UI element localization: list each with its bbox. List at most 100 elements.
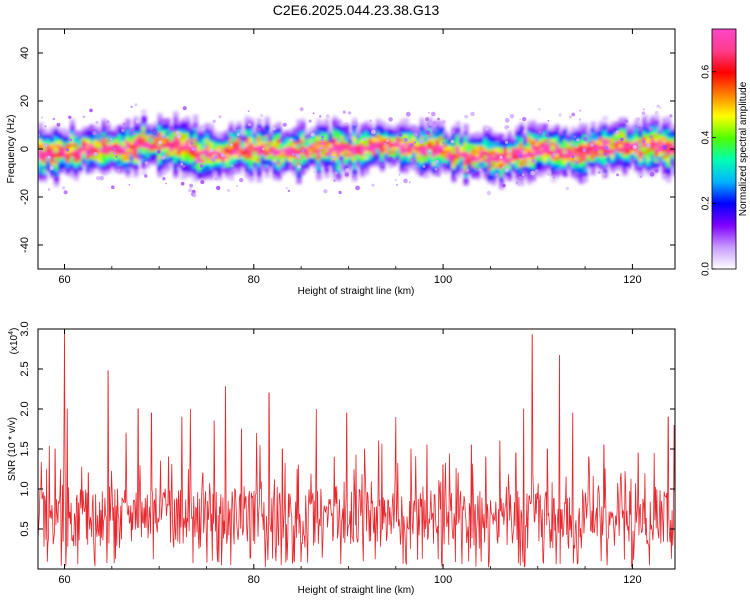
spectrogram-cell — [574, 127, 580, 131]
spectrogram-speckle — [282, 122, 287, 127]
spectrogram-cell — [415, 140, 421, 144]
spectrogram-cell — [499, 136, 505, 140]
spectrogram-cell — [503, 144, 509, 148]
spectrogram-cell — [316, 124, 322, 128]
spectrogram-cell — [610, 135, 616, 139]
spectrogram-cell — [93, 135, 99, 140]
spectrogram-cell — [550, 136, 556, 140]
spectrogram-cell — [296, 119, 302, 123]
spectrogram-cell — [451, 126, 457, 130]
spectrogram-cell — [403, 123, 409, 127]
spectrogram-cell — [578, 170, 584, 174]
spectrogram-cell — [228, 121, 234, 125]
spectrogram-cell — [499, 186, 505, 190]
spectrogram-cell — [387, 145, 393, 150]
spectrogram-cell — [141, 136, 147, 141]
spectrogram-cell — [439, 149, 445, 154]
spectrogram-cell — [216, 145, 223, 149]
spectrogram-cell — [292, 172, 298, 176]
spectrogram-cell — [638, 165, 644, 169]
spectrogram-cell — [666, 166, 672, 170]
spectrogram-cell — [336, 148, 342, 153]
spectrogram-cell — [435, 144, 441, 148]
spectrogram-cell — [523, 176, 529, 180]
spectrogram-cell — [113, 145, 119, 149]
spectrogram-cell — [654, 116, 660, 121]
spectrogram-cell — [352, 120, 358, 124]
spectrogram-cell — [364, 137, 370, 141]
spectrogram-speckle — [569, 115, 572, 119]
spectrogram-cell — [646, 132, 652, 137]
spectrogram-cell — [296, 180, 302, 184]
spectrogram-cell — [463, 182, 469, 186]
spectrogram-cell — [344, 158, 350, 162]
spectrogram-cell — [471, 159, 477, 163]
spectrogram-speckle — [425, 130, 431, 135]
spectrogram-speckle — [442, 141, 445, 144]
spectrogram-cell — [336, 119, 342, 123]
spectrogram-cell — [622, 170, 628, 174]
spectrogram-cell — [375, 163, 382, 168]
spectrogram-cell — [511, 162, 517, 167]
spectrogram-speckle — [199, 164, 204, 168]
spectrogram-cell — [153, 139, 159, 143]
spectrogram-cell — [403, 117, 409, 122]
spectrogram-cell — [236, 139, 242, 143]
spectrogram-x-tick-label: 60 — [58, 274, 70, 286]
spectrogram-cell — [137, 142, 143, 146]
spectrogram-cell — [511, 152, 517, 156]
spectrogram-cell — [455, 126, 461, 131]
spectrogram-cell — [109, 143, 115, 148]
spectrogram-cell — [288, 169, 294, 173]
spectrogram-cell — [423, 166, 429, 170]
spectrogram-cell — [375, 145, 382, 149]
spectrogram-cell — [642, 136, 648, 140]
spectrogram-cell — [578, 180, 584, 184]
spectrogram-cell — [125, 132, 131, 136]
spectrogram-cell — [538, 168, 545, 172]
spectrogram-cell — [324, 137, 330, 141]
spectrogram-cell — [113, 161, 119, 165]
spectrogram-cell — [109, 157, 115, 161]
spectrogram-cell — [296, 145, 302, 150]
spectrogram-cell — [574, 130, 580, 134]
spectrogram-cell — [193, 175, 199, 179]
spectrogram-cell — [157, 134, 163, 138]
spectrogram-cell — [173, 169, 179, 174]
spectrogram-speckle — [121, 128, 125, 133]
spectrogram-cell — [527, 136, 533, 140]
spectrogram-cell — [308, 135, 314, 140]
spectrogram-cell — [340, 146, 346, 151]
spectrogram-cell — [542, 147, 549, 151]
spectrogram-cell — [296, 130, 302, 134]
spectrogram-cell — [375, 148, 382, 152]
spectrogram-cell — [57, 146, 64, 150]
spectrogram-cell — [272, 171, 278, 176]
spectrogram-cell — [383, 152, 390, 156]
spectrogram-cell — [360, 173, 366, 178]
spectrogram-cell — [348, 148, 354, 153]
spectrogram-cell — [340, 159, 346, 164]
spectrogram-cell — [479, 155, 485, 160]
spectrogram-cell — [602, 166, 608, 171]
spectrogram-cell — [403, 125, 409, 130]
spectrogram-cell — [308, 130, 314, 134]
spectrogram-cell — [224, 132, 230, 136]
spectrogram-cell — [348, 143, 354, 147]
spectrogram-cell — [61, 141, 68, 145]
spectrogram-cell — [85, 168, 91, 173]
spectrogram-cell — [574, 169, 580, 174]
spectrogram-cell — [630, 126, 636, 130]
spectrogram-cell — [666, 158, 672, 162]
spectrogram-cell — [236, 136, 242, 141]
spectrogram-cell — [232, 154, 238, 158]
spectrogram-cell — [491, 147, 497, 152]
spectrogram-cell — [316, 148, 322, 152]
spectrogram-cell — [292, 127, 298, 132]
spectrogram-cell — [117, 143, 123, 147]
spectrogram-x-tick-label: 80 — [248, 274, 260, 286]
spectrogram-cell — [423, 134, 429, 139]
spectrogram-cell — [463, 168, 469, 173]
spectrogram-cell — [475, 166, 481, 170]
spectrogram-speckle — [110, 138, 113, 141]
